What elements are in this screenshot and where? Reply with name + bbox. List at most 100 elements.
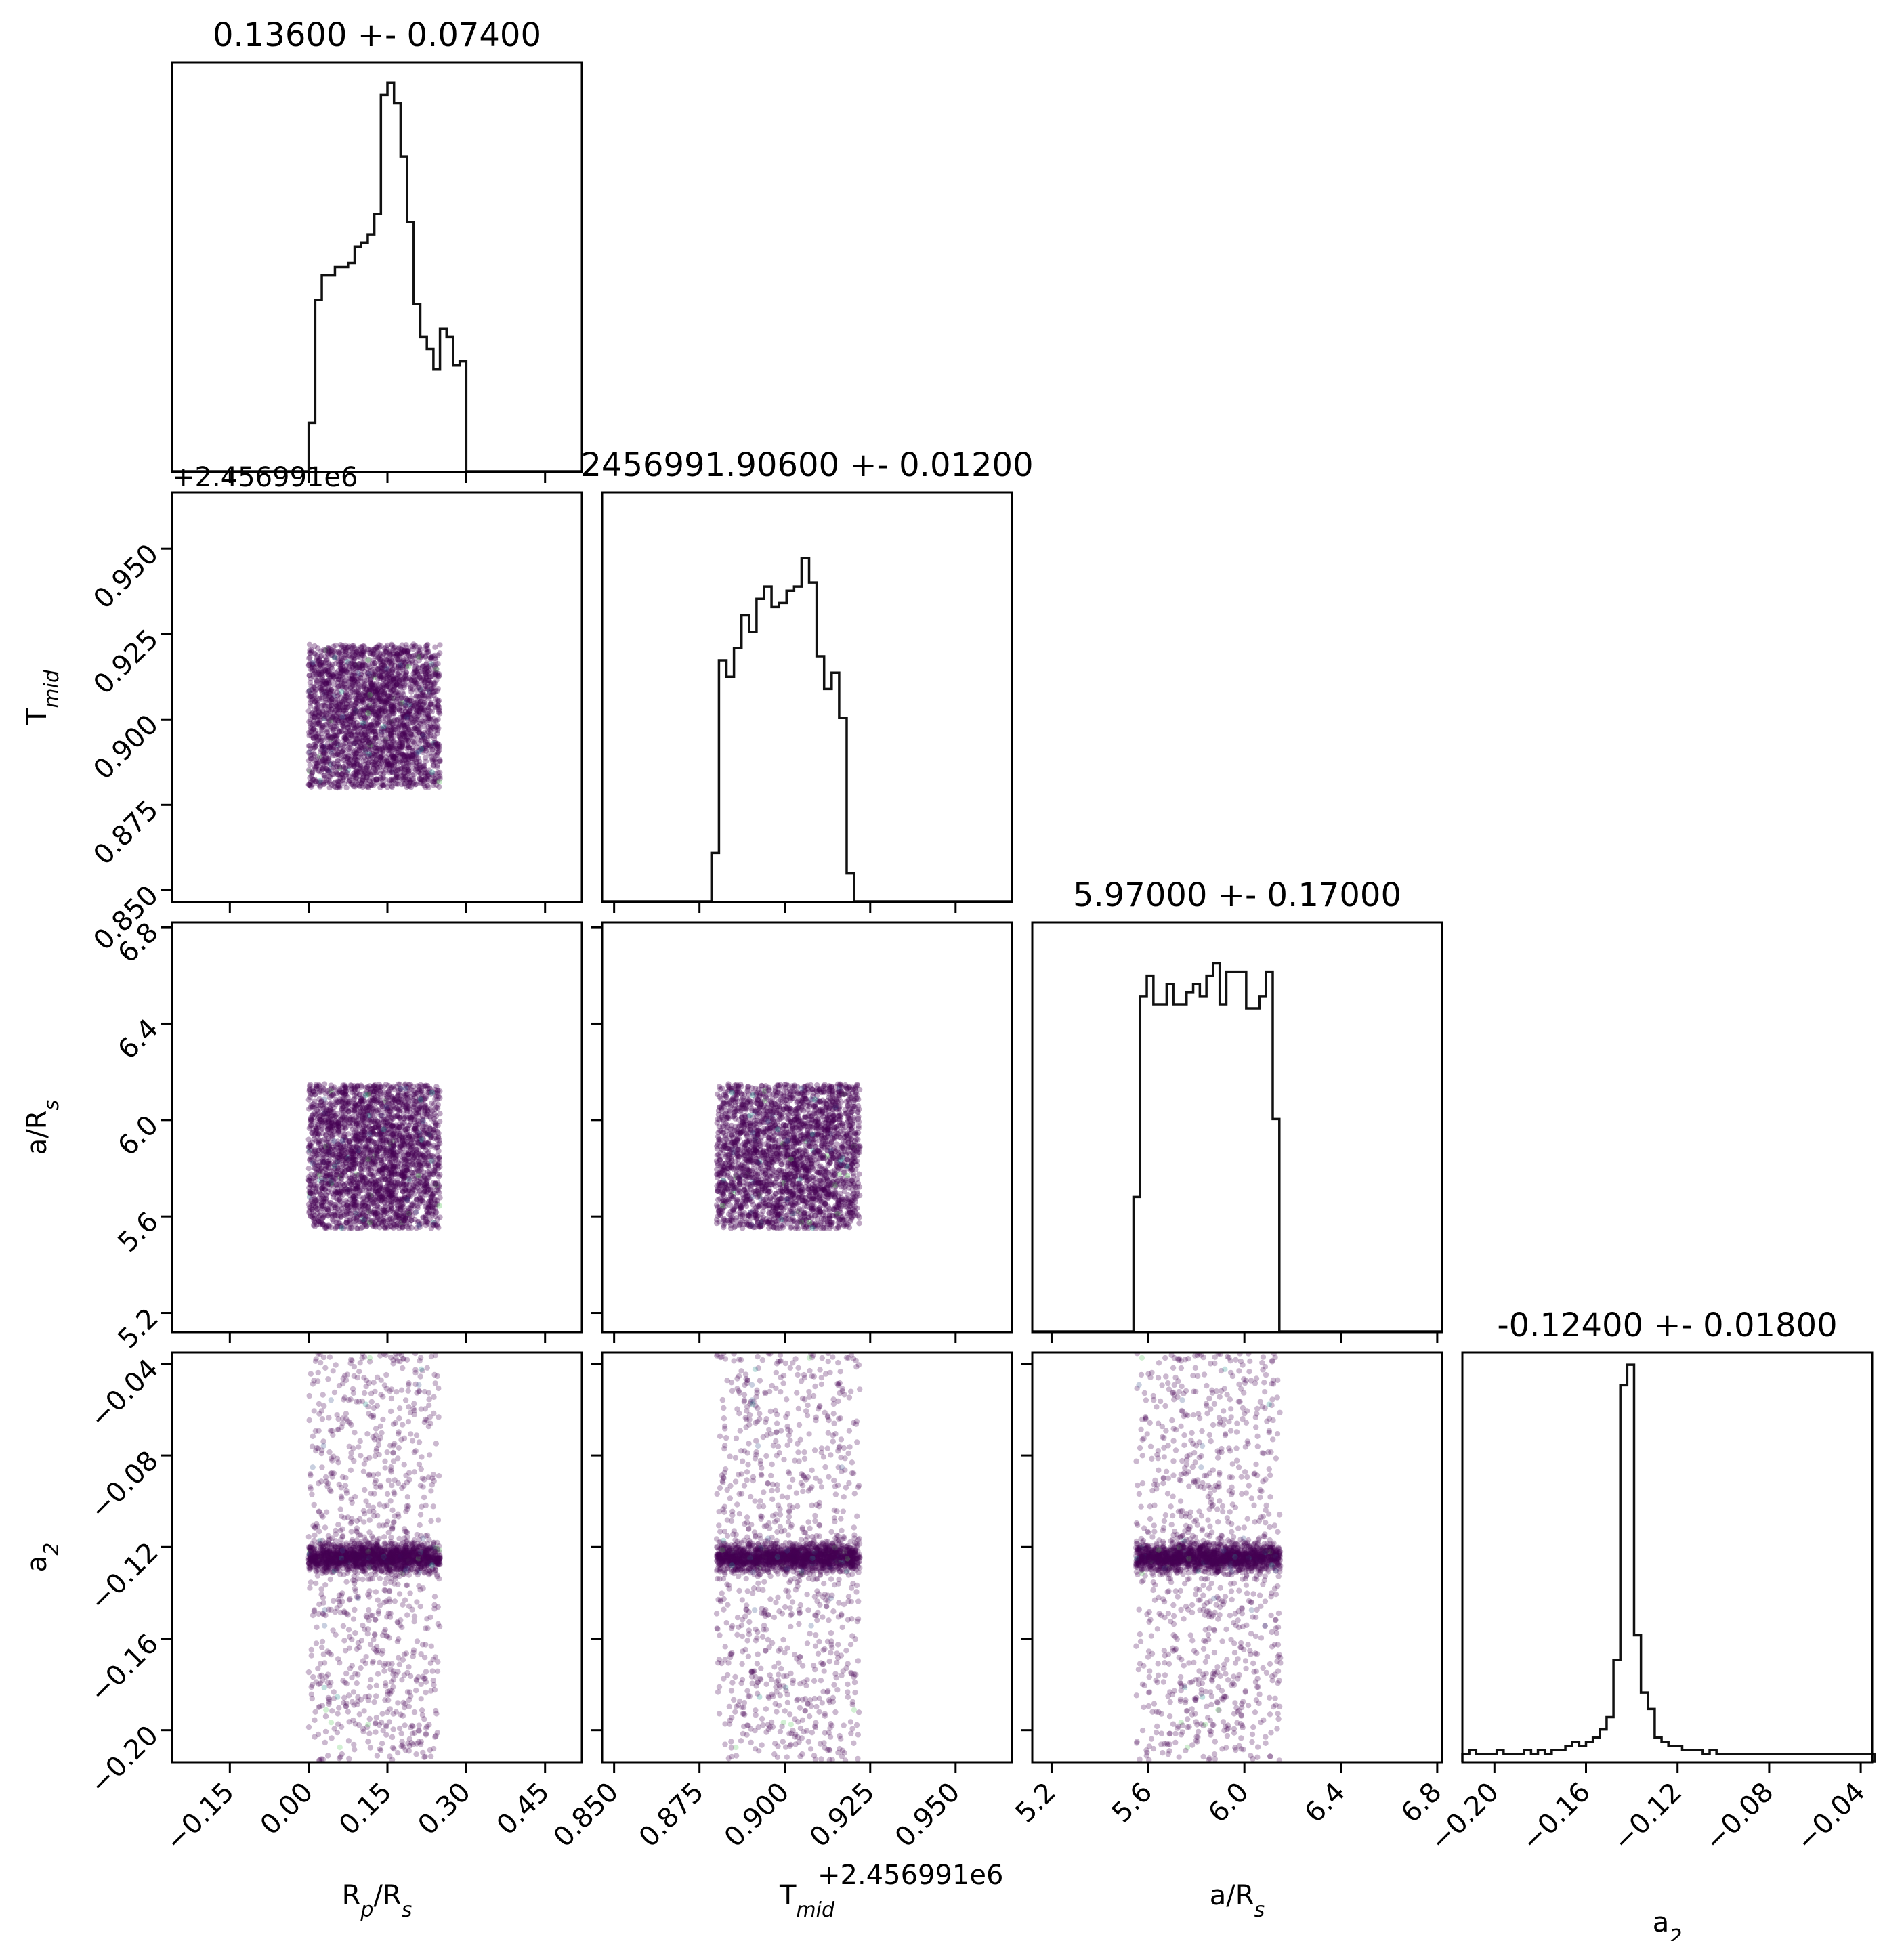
data-point xyxy=(368,676,374,682)
data-point xyxy=(309,710,315,717)
data-point xyxy=(371,765,377,771)
data-point xyxy=(357,740,363,746)
data-point xyxy=(346,675,353,681)
data-point xyxy=(313,778,319,785)
data-point xyxy=(378,706,384,713)
data-point xyxy=(390,645,397,652)
data-point xyxy=(350,771,356,777)
data-point xyxy=(403,708,409,714)
data-point xyxy=(419,735,425,741)
data-point xyxy=(404,746,410,752)
data-point xyxy=(354,664,360,671)
data-point xyxy=(362,730,368,736)
data-point xyxy=(314,1151,321,1157)
data-point xyxy=(326,645,333,652)
data-point xyxy=(370,750,376,757)
data-point xyxy=(322,759,329,765)
data-point xyxy=(346,717,352,723)
data-point xyxy=(343,736,350,742)
data-point xyxy=(391,717,398,724)
data-point xyxy=(436,779,442,785)
data-point xyxy=(362,733,368,739)
data-point xyxy=(334,746,340,753)
data-point xyxy=(343,1159,349,1166)
data-point xyxy=(331,691,337,698)
data-point xyxy=(358,745,365,752)
data-point xyxy=(371,710,378,716)
data-point xyxy=(395,656,401,662)
data-point xyxy=(352,748,358,754)
data-point xyxy=(341,683,347,689)
data-point xyxy=(390,687,397,693)
data-point xyxy=(366,746,373,753)
data-point xyxy=(371,769,377,776)
data-point xyxy=(378,746,384,753)
data-point xyxy=(413,715,419,721)
data-point xyxy=(329,727,335,733)
data-point xyxy=(404,704,410,710)
data-point xyxy=(418,682,424,688)
data-point xyxy=(354,678,360,685)
data-point xyxy=(334,696,341,703)
data-point xyxy=(418,746,424,752)
data-point xyxy=(412,655,418,661)
data-point xyxy=(360,706,367,712)
data-point xyxy=(329,714,336,720)
data-point xyxy=(354,703,360,710)
data-point xyxy=(362,678,368,684)
data-point xyxy=(434,687,440,694)
data-point xyxy=(350,670,356,676)
data-point xyxy=(319,735,326,741)
data-point xyxy=(348,731,355,738)
data-point xyxy=(413,759,419,765)
data-point xyxy=(371,740,377,746)
data-point xyxy=(318,671,324,678)
data-point xyxy=(402,726,408,732)
data-point xyxy=(323,647,329,654)
data-point xyxy=(350,664,356,670)
data-point xyxy=(363,774,370,780)
data-point xyxy=(387,652,394,658)
data-point xyxy=(308,712,314,718)
data-point xyxy=(315,674,321,680)
data-point xyxy=(357,762,363,769)
data-point xyxy=(331,643,337,649)
data-point xyxy=(355,698,362,704)
data-point xyxy=(351,763,357,769)
data-point xyxy=(417,685,423,691)
data-point xyxy=(375,710,381,716)
data-point xyxy=(320,647,326,653)
data-point xyxy=(379,735,386,742)
data-point xyxy=(417,761,423,767)
data-point xyxy=(346,744,352,751)
data-point xyxy=(330,734,336,740)
data-point xyxy=(414,744,420,750)
data-point xyxy=(428,681,434,688)
data-point xyxy=(377,775,383,782)
data-point xyxy=(351,740,357,747)
data-point xyxy=(421,679,427,685)
data-point xyxy=(403,730,409,737)
data-point xyxy=(362,770,368,776)
data-point xyxy=(390,696,396,702)
data-point xyxy=(404,752,410,759)
data-point xyxy=(311,695,317,702)
data-point xyxy=(337,670,344,677)
data-point xyxy=(336,650,343,656)
data-point xyxy=(325,672,331,678)
data-point xyxy=(371,647,377,653)
data-point xyxy=(396,656,402,662)
data-point xyxy=(408,731,414,738)
data-point xyxy=(364,1108,371,1114)
data-point xyxy=(394,781,400,787)
data-point xyxy=(372,671,379,678)
data-point xyxy=(308,683,314,689)
data-point xyxy=(400,713,407,720)
data-point xyxy=(373,689,379,695)
data-point xyxy=(368,782,375,788)
data-point xyxy=(364,714,371,721)
data-point xyxy=(396,708,403,714)
data-point xyxy=(335,778,341,784)
data-point xyxy=(333,670,339,677)
data-point xyxy=(351,761,357,767)
